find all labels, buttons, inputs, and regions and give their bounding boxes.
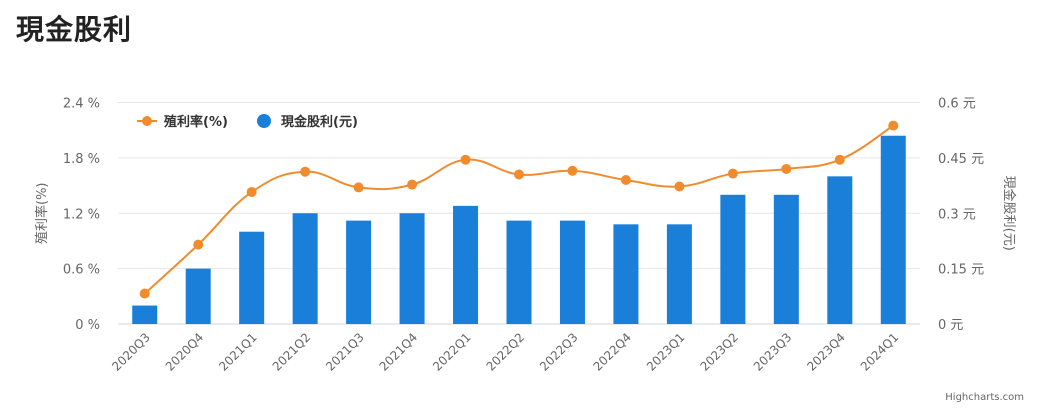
right-axis-tick-label: 0.3 元	[938, 207, 976, 222]
bar-2020Q4[interactable]	[185, 268, 211, 324]
bar-2021Q3[interactable]	[346, 220, 372, 324]
yield-point-2023Q4[interactable]	[834, 154, 845, 165]
yield-point-2022Q4[interactable]	[620, 175, 631, 186]
bar-2024Q1[interactable]	[880, 135, 906, 324]
bar-2022Q1[interactable]	[453, 205, 479, 324]
bar-2022Q3[interactable]	[559, 220, 585, 324]
right-axis-tick-label: 0.15 元	[938, 263, 984, 278]
yield-point-2023Q1[interactable]	[674, 181, 685, 192]
yield-point-2022Q2[interactable]	[514, 169, 524, 180]
left-axis-tick-label: 0.6 %	[63, 263, 100, 278]
bar-2021Q2[interactable]	[292, 213, 318, 324]
x-axis-tick-label: 2023Q4	[804, 330, 848, 374]
left-axis-tick-label: 1.2 %	[63, 207, 100, 222]
bar-2022Q2[interactable]	[506, 220, 532, 324]
bar-2023Q2[interactable]	[720, 194, 746, 324]
yield-point-2024Q1[interactable]	[888, 120, 899, 131]
bar-2023Q3[interactable]	[773, 194, 799, 324]
yield-point-2021Q2[interactable]	[300, 166, 311, 177]
yield-point-2022Q3[interactable]	[567, 165, 578, 176]
x-axis-tick-label: 2021Q3	[323, 330, 367, 374]
x-axis-tick-label: 2022Q3	[537, 330, 581, 374]
x-axis-tick-label: 2020Q3	[109, 330, 153, 374]
yield-point-2022Q1[interactable]	[460, 154, 471, 165]
yield-point-2020Q4[interactable]	[193, 239, 204, 250]
bar-2023Q1[interactable]	[666, 224, 692, 324]
right-axis-tick-label: 0.45 元	[938, 152, 984, 167]
x-axis-tick-label: 2021Q1	[216, 330, 260, 374]
x-axis-tick-label: 2023Q2	[697, 330, 741, 374]
x-axis-tick-label: 2021Q4	[377, 330, 421, 374]
x-axis-tick-label: 2022Q4	[590, 330, 634, 374]
x-axis-tick-label: 2024Q1	[858, 330, 902, 374]
x-axis-tick-label: 2023Q3	[751, 330, 795, 374]
left-axis-tick-label: 2.4 %	[63, 97, 100, 112]
x-axis-tick-label: 2022Q1	[430, 330, 474, 374]
x-axis-tick-label: 2021Q2	[270, 330, 314, 374]
yield-point-2020Q3[interactable]	[139, 288, 150, 299]
yield-point-2021Q4[interactable]	[407, 179, 418, 190]
bar-2021Q4[interactable]	[399, 213, 425, 324]
right-axis-tick-label: 0 元	[938, 318, 963, 333]
x-axis-tick-label: 2023Q1	[644, 330, 688, 374]
yield-point-2023Q2[interactable]	[727, 168, 738, 179]
x-axis-tick-label: 2022Q2	[484, 330, 528, 374]
left-axis-tick-label: 0 %	[75, 318, 100, 333]
legend-item-dividend[interactable]: 現金股利(元)	[281, 114, 358, 130]
x-axis-tick-label: 2020Q4	[163, 330, 207, 374]
yield-point-2021Q3[interactable]	[353, 182, 364, 193]
legend-yield-marker-icon	[142, 116, 152, 126]
yield-point-2023Q3[interactable]	[781, 163, 792, 174]
left-axis-title: 殖利率(%)	[34, 183, 50, 245]
bar-2020Q3[interactable]	[132, 305, 158, 324]
bar-2023Q4[interactable]	[827, 176, 853, 324]
highcharts-credits[interactable]: Highcharts.com	[945, 392, 1024, 403]
right-axis-tick-label: 0.6 元	[938, 97, 976, 112]
bar-2022Q4[interactable]	[613, 224, 639, 324]
page-title: 現金股利	[16, 13, 133, 46]
yield-point-2021Q1[interactable]	[246, 187, 257, 198]
legend-item-yield[interactable]: 殖利率(%)	[163, 114, 228, 130]
left-axis-tick-label: 1.8 %	[63, 152, 100, 167]
legend-dividend-marker-icon	[257, 114, 271, 128]
bar-2021Q1[interactable]	[239, 231, 265, 324]
right-axis-title: 現金股利(元)	[1001, 176, 1017, 251]
